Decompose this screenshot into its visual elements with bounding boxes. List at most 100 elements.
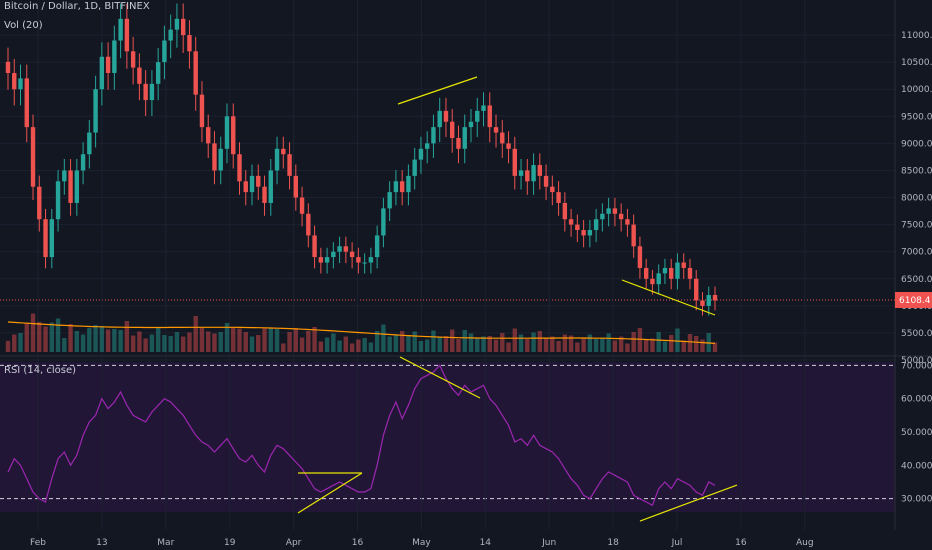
price-tick-label: 6500.0 (901, 275, 932, 285)
candle-body (681, 262, 686, 268)
volume-bar (243, 332, 248, 352)
trendline (621, 279, 716, 316)
candle-body (212, 143, 217, 171)
candle-body (349, 251, 355, 258)
candle-body (74, 170, 80, 203)
volume-bar (575, 342, 580, 352)
volume-bar (124, 321, 130, 352)
volume-bar (387, 336, 392, 352)
candle-body (669, 267, 674, 279)
candle-body (68, 170, 73, 203)
volume-bar (87, 328, 92, 352)
x-tick-label: Aug (796, 538, 814, 548)
candle-body (456, 137, 461, 149)
candle-body (537, 165, 543, 176)
volume-bar (105, 329, 111, 352)
candle-body (331, 251, 336, 258)
candle-body (618, 213, 624, 220)
candle-body (418, 148, 424, 160)
volume-bar (306, 331, 311, 352)
volume-bar (437, 337, 442, 352)
price-tick-label: 7500.0 (901, 221, 932, 231)
candle-body (80, 154, 86, 171)
symbol-title[interactable]: Bitcoin / Dollar, 1D, BITFINEX (4, 1, 150, 12)
candle-body (168, 29, 173, 41)
candle-body (99, 56, 105, 90)
trendline (399, 356, 481, 399)
rsi-label[interactable]: RSI (14, close) (4, 365, 77, 376)
candle-body (437, 110, 442, 128)
volume-bar (512, 328, 517, 352)
candle-body (62, 170, 67, 182)
candle-body (199, 94, 205, 128)
candle-body (55, 181, 61, 220)
volume-bar (593, 339, 599, 352)
candle-body (606, 208, 611, 214)
candle-body (281, 148, 286, 155)
candle-body (312, 235, 317, 258)
rsi-series-line (7, 364, 716, 507)
x-tick-label: Jun (541, 538, 556, 548)
volume-bar (643, 340, 649, 352)
volume-bar (481, 336, 486, 352)
candle-body (462, 127, 467, 149)
volume-bar (612, 340, 618, 352)
price-tick-label: 11000.0 (901, 31, 932, 41)
volume-bar (362, 338, 367, 352)
volume-bar (331, 333, 336, 352)
candle-body (180, 18, 186, 36)
candle-body (543, 175, 549, 187)
volume-bar (537, 331, 543, 352)
volume-bar (493, 339, 499, 352)
candle-body (556, 192, 561, 203)
volume-bar (224, 323, 230, 352)
candle-body (293, 175, 299, 198)
volume-bar (74, 331, 80, 352)
candle-body (393, 181, 399, 193)
volume-bar (187, 332, 192, 352)
volume-bar (656, 332, 661, 352)
candle-body (431, 127, 436, 144)
candle-body (481, 105, 486, 111)
price-tick-label: 8500.0 (901, 166, 932, 176)
candle-body (650, 278, 655, 285)
volume-bar (675, 328, 680, 352)
volume-bar (231, 327, 236, 352)
trendlines (297, 76, 738, 522)
candle-body (399, 181, 405, 193)
trendline (297, 472, 363, 514)
candle-body (324, 257, 330, 263)
price-tick-label: 10000.0 (901, 85, 932, 95)
candle-body (712, 295, 718, 301)
volume-bar (212, 333, 217, 352)
price-tick-label: 5500.0 (901, 329, 932, 339)
x-tick-label: 16 (735, 538, 747, 548)
volume-label[interactable]: Vol (20) (4, 20, 43, 31)
volume-bar (118, 330, 123, 352)
volume-bar (37, 322, 42, 352)
volume-bar (531, 332, 536, 352)
volume-bar (168, 336, 173, 352)
x-tick-label: Mar (157, 538, 174, 548)
axes[interactable]: 11000.0 10500.0 10000.0 9500.0 9000.0 8500.0 8… (30, 31, 932, 548)
candle-body (581, 230, 586, 236)
volume-bar (349, 343, 355, 352)
candle-body (374, 235, 380, 258)
candle-body (443, 110, 449, 122)
candle-body (568, 219, 574, 225)
candle-body (337, 246, 342, 252)
volume-bar (112, 329, 117, 352)
candle-body (631, 224, 636, 247)
volume-bar (487, 336, 492, 352)
candle-body (368, 257, 374, 263)
volume-bar (399, 331, 405, 352)
rsi-band (0, 362, 895, 512)
candle-body (130, 51, 136, 68)
volume-bar (650, 338, 655, 352)
volume-bar (606, 333, 611, 352)
candle-body (218, 148, 223, 171)
volume-bar (343, 336, 349, 352)
volume-bar (518, 334, 524, 352)
volume-bar (162, 335, 167, 352)
candle-body (149, 83, 155, 101)
